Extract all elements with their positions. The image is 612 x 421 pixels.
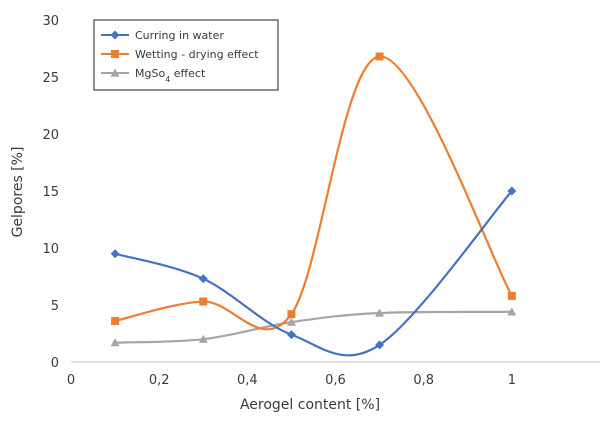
x-axis-title: Aerogel content [%]: [240, 397, 380, 413]
y-tick-label: 20: [42, 128, 59, 143]
legend-item: Wetting - drying effect: [101, 48, 259, 61]
legend-item: MgSo4 effect: [101, 67, 206, 84]
y-tick-label: 5: [51, 299, 59, 314]
series-layer: [110, 52, 517, 357]
data-point: [110, 338, 120, 347]
x-tick-label: 1: [508, 373, 516, 388]
x-tick-label: 0,4: [237, 373, 258, 388]
x-tick-label: 0,2: [149, 373, 170, 388]
data-point: [375, 52, 384, 61]
data-point: [507, 186, 517, 196]
data-point: [286, 317, 296, 326]
data-point: [375, 308, 385, 317]
legend: Curring in water Wetting - drying effect M…: [93, 19, 279, 91]
data-point: [287, 310, 296, 319]
x-tick-label: 0,6: [325, 373, 346, 388]
data-point: [198, 274, 208, 284]
series-line: [114, 190, 513, 357]
y-tick-label: 30: [42, 14, 59, 29]
series-0: [110, 186, 517, 357]
y-tick-label: 15: [42, 185, 59, 200]
y-tick-label: 10: [42, 242, 59, 257]
x-tick-label: 0: [67, 373, 75, 388]
data-point: [110, 249, 120, 259]
legend-label: Curring in water: [135, 29, 224, 42]
legend-label: MgSo4 effect: [135, 67, 206, 84]
data-point: [507, 307, 517, 316]
data-point: [111, 316, 120, 325]
series-line: [115, 310, 512, 344]
legend-item: Curring in water: [101, 29, 224, 42]
data-point: [286, 330, 296, 340]
legend-label: Wetting - drying effect: [135, 48, 259, 61]
y-axis-title: Gelpores [%]: [10, 147, 26, 238]
data-point: [507, 291, 516, 300]
legend-marker: [110, 68, 120, 77]
y-tick-label: 0: [51, 356, 59, 371]
series-1: [111, 52, 516, 331]
legend-marker: [111, 50, 119, 58]
data-point: [199, 297, 208, 306]
data-point: [375, 340, 385, 350]
series-2: [110, 307, 517, 347]
plot-area: 0 5 10 15 20 25 30 0 0,2 0,4 0,6 0,8 1: [42, 14, 600, 388]
legend-marker: [110, 30, 120, 40]
y-tick-label: 25: [42, 71, 59, 86]
data-point: [198, 334, 208, 343]
series-line: [114, 55, 513, 331]
x-tick-label: 0,8: [413, 373, 434, 388]
